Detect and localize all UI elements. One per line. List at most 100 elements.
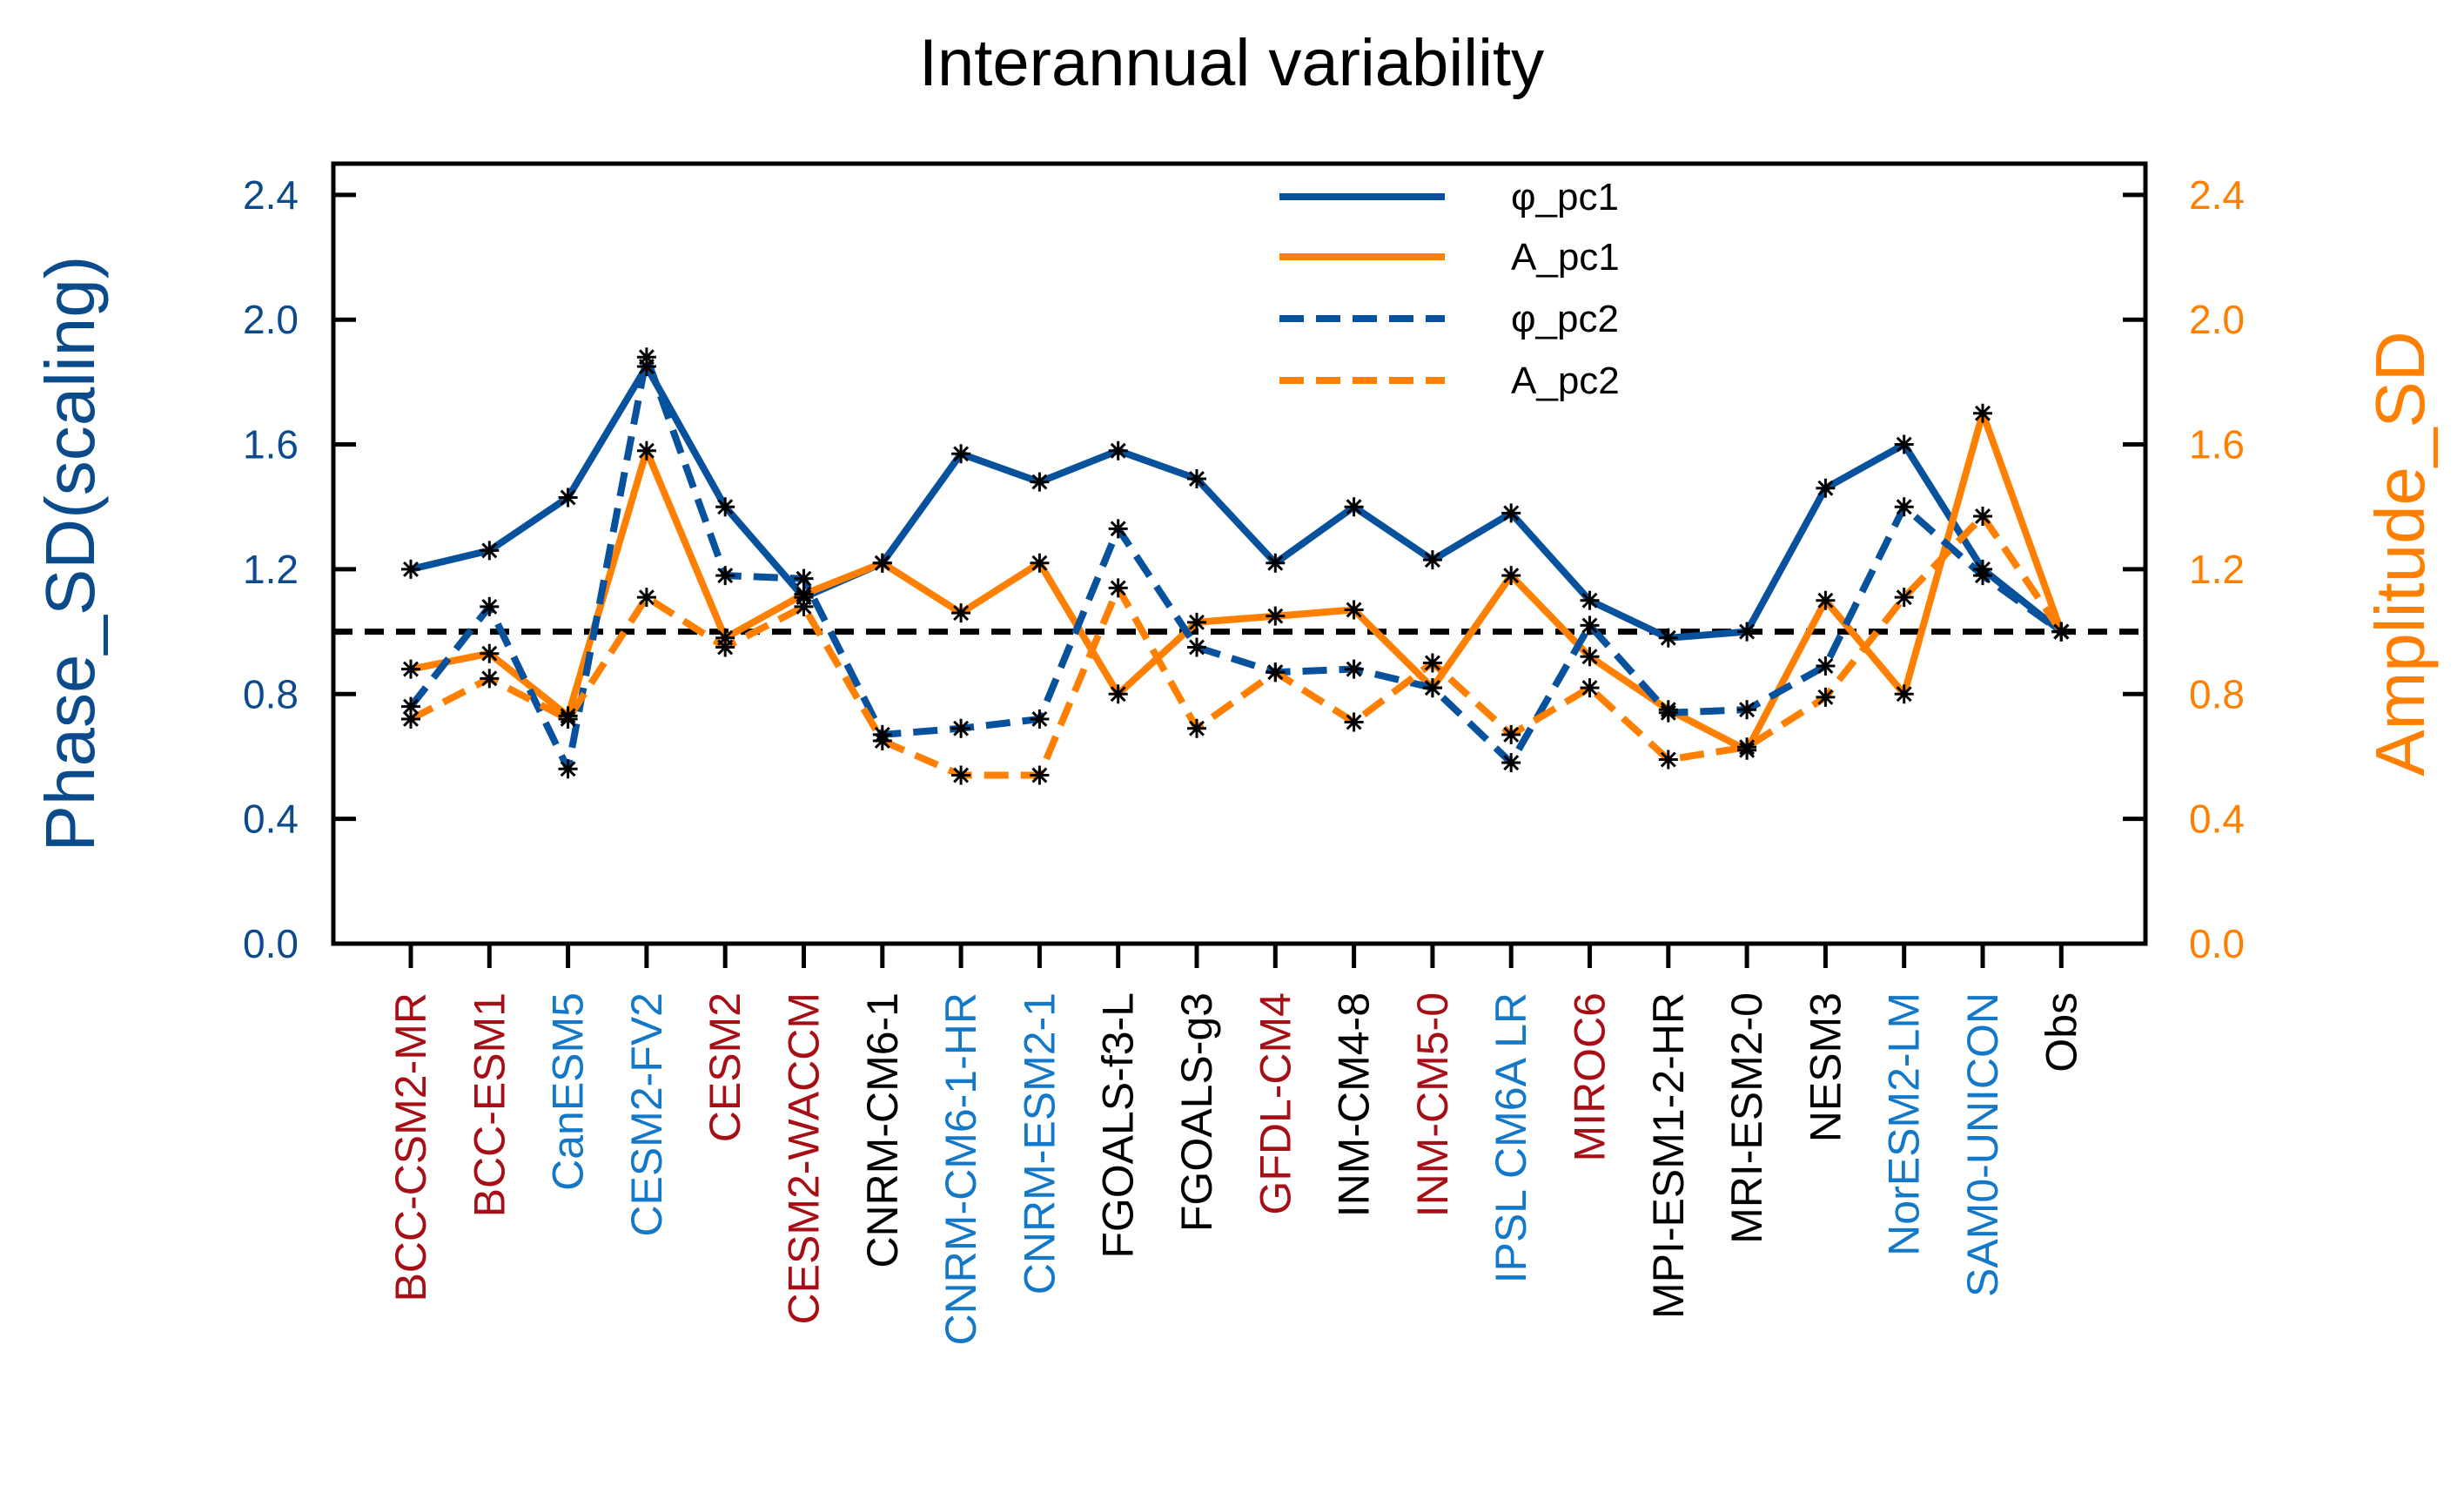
data-point [715,637,735,657]
data-point [401,709,420,729]
data-point [401,696,420,716]
data-point [951,718,971,738]
data-point [1030,765,1050,785]
category-label: CNRM-CM6-1 [858,992,907,1268]
data-point [1580,678,1600,698]
category-label: MIROC6 [1566,992,1615,1161]
y-right-tick-label: 0.8 [2189,671,2245,716]
data-point [1187,718,1206,738]
data-point [1344,600,1364,620]
data-point [401,659,420,679]
legend: φ_pc1 A_pc1 φ_pc2 A_pc2 [1279,176,1620,402]
category-label: CNRM-ESM2-1 [1015,992,1064,1294]
data-point [715,497,735,517]
data-point [951,603,971,623]
data-point [1187,612,1206,632]
y-right-tick-label: 0.4 [2189,797,2245,842]
data-point [1344,497,1364,517]
data-point [1108,440,1128,461]
category-label: CanESM5 [544,992,593,1191]
data-point [1108,578,1128,598]
y-axis-label-right: Amplitude_SD [2361,331,2439,776]
legend-entry: φ_pc2 [1511,298,1619,340]
data-point [1973,566,1992,586]
data-point [1422,653,1442,673]
data-point [1344,659,1364,679]
data-point [558,487,578,508]
category-labels: BCC-CSM2-MR BCC-ESM1 CanESM5 CESM2-FV2 CESM2… [386,992,2085,1346]
data-point [636,347,656,367]
chart-title: Interannual variability [919,26,1544,100]
category-label: GFDL-CM4 [1251,992,1299,1215]
data-point [1501,566,1521,586]
data-point [558,759,578,779]
data-point [1108,519,1128,539]
data-point [1344,712,1364,732]
data-point [1816,687,1836,707]
data-point [794,568,814,588]
data-point [1422,678,1442,698]
data-point [480,669,500,689]
category-label: BCC-ESM1 [465,992,514,1217]
category-label: MPI-ESM1-2-HR [1644,992,1693,1319]
data-point [1894,434,1914,454]
y-right-tick-label: 0.0 [2189,921,2245,966]
data-point [480,643,500,663]
series-line-2 [407,353,2064,773]
category-label: NESM3 [1801,992,1850,1142]
series-line-3 [409,513,2065,779]
data-point [1030,553,1050,573]
data-point [1580,647,1600,667]
data-point [1422,550,1442,570]
category-label: CESM2-WACCM [780,992,829,1324]
data-point [480,541,500,561]
data-point [1187,468,1206,488]
category-label: MRI-ESM2-0 [1722,992,1771,1244]
data-point [1816,590,1836,610]
category-label: SAM0-UNICON [1958,992,2007,1297]
data-point [1266,553,1286,573]
data-point [1187,637,1206,657]
series-group [401,347,2071,785]
y-left-tick-label: 0.8 [243,671,299,716]
data-point [1737,737,1757,757]
data-point [480,596,500,616]
data-point [1030,472,1050,492]
category-label: CNRM-CM6-1-HR [937,992,985,1346]
data-point [1501,753,1521,773]
data-point [1973,506,1992,526]
y-right-tick-label: 2.4 [2189,172,2245,218]
data-point [1580,615,1600,635]
y-left-tick-label: 0.4 [243,797,299,842]
y-right-tick-label: 1.6 [2189,422,2245,467]
data-point [1266,662,1286,682]
data-point [636,588,656,608]
category-label: CESM2 [701,992,749,1142]
data-point [1658,750,1678,770]
y-left-axis: 0.0 0.4 0.8 1.2 1.6 2.0 2.4 [243,172,356,966]
category-label: INM-CM4-8 [1330,992,1379,1217]
data-point [715,566,735,586]
y-left-tick-label: 2.4 [243,172,299,218]
data-point [1030,709,1050,729]
data-point [872,553,892,573]
data-point [1894,684,1914,704]
data-point [636,440,656,461]
y-left-tick-label: 1.6 [243,422,299,467]
y-left-tick-label: 1.2 [243,547,299,592]
legend-entry: A_pc2 [1511,360,1620,402]
data-point [1816,656,1836,676]
data-point [2051,622,2071,642]
data-point [1580,590,1600,610]
legend-entry: A_pc1 [1511,236,1620,279]
category-label: FGOALS-f3-L [1094,992,1143,1259]
data-point [1737,700,1757,720]
y-left-tick-label: 0.0 [243,921,299,966]
y-right-axis: 0.0 0.4 0.8 1.2 1.6 2.0 2.4 [2123,172,2245,966]
series-line-0 [410,363,2064,642]
data-point [1501,724,1521,744]
data-point [1816,478,1836,498]
y-left-tick-label: 2.0 [243,297,299,342]
y-axis-label-left: Phase_SD(scaling) [31,256,109,852]
